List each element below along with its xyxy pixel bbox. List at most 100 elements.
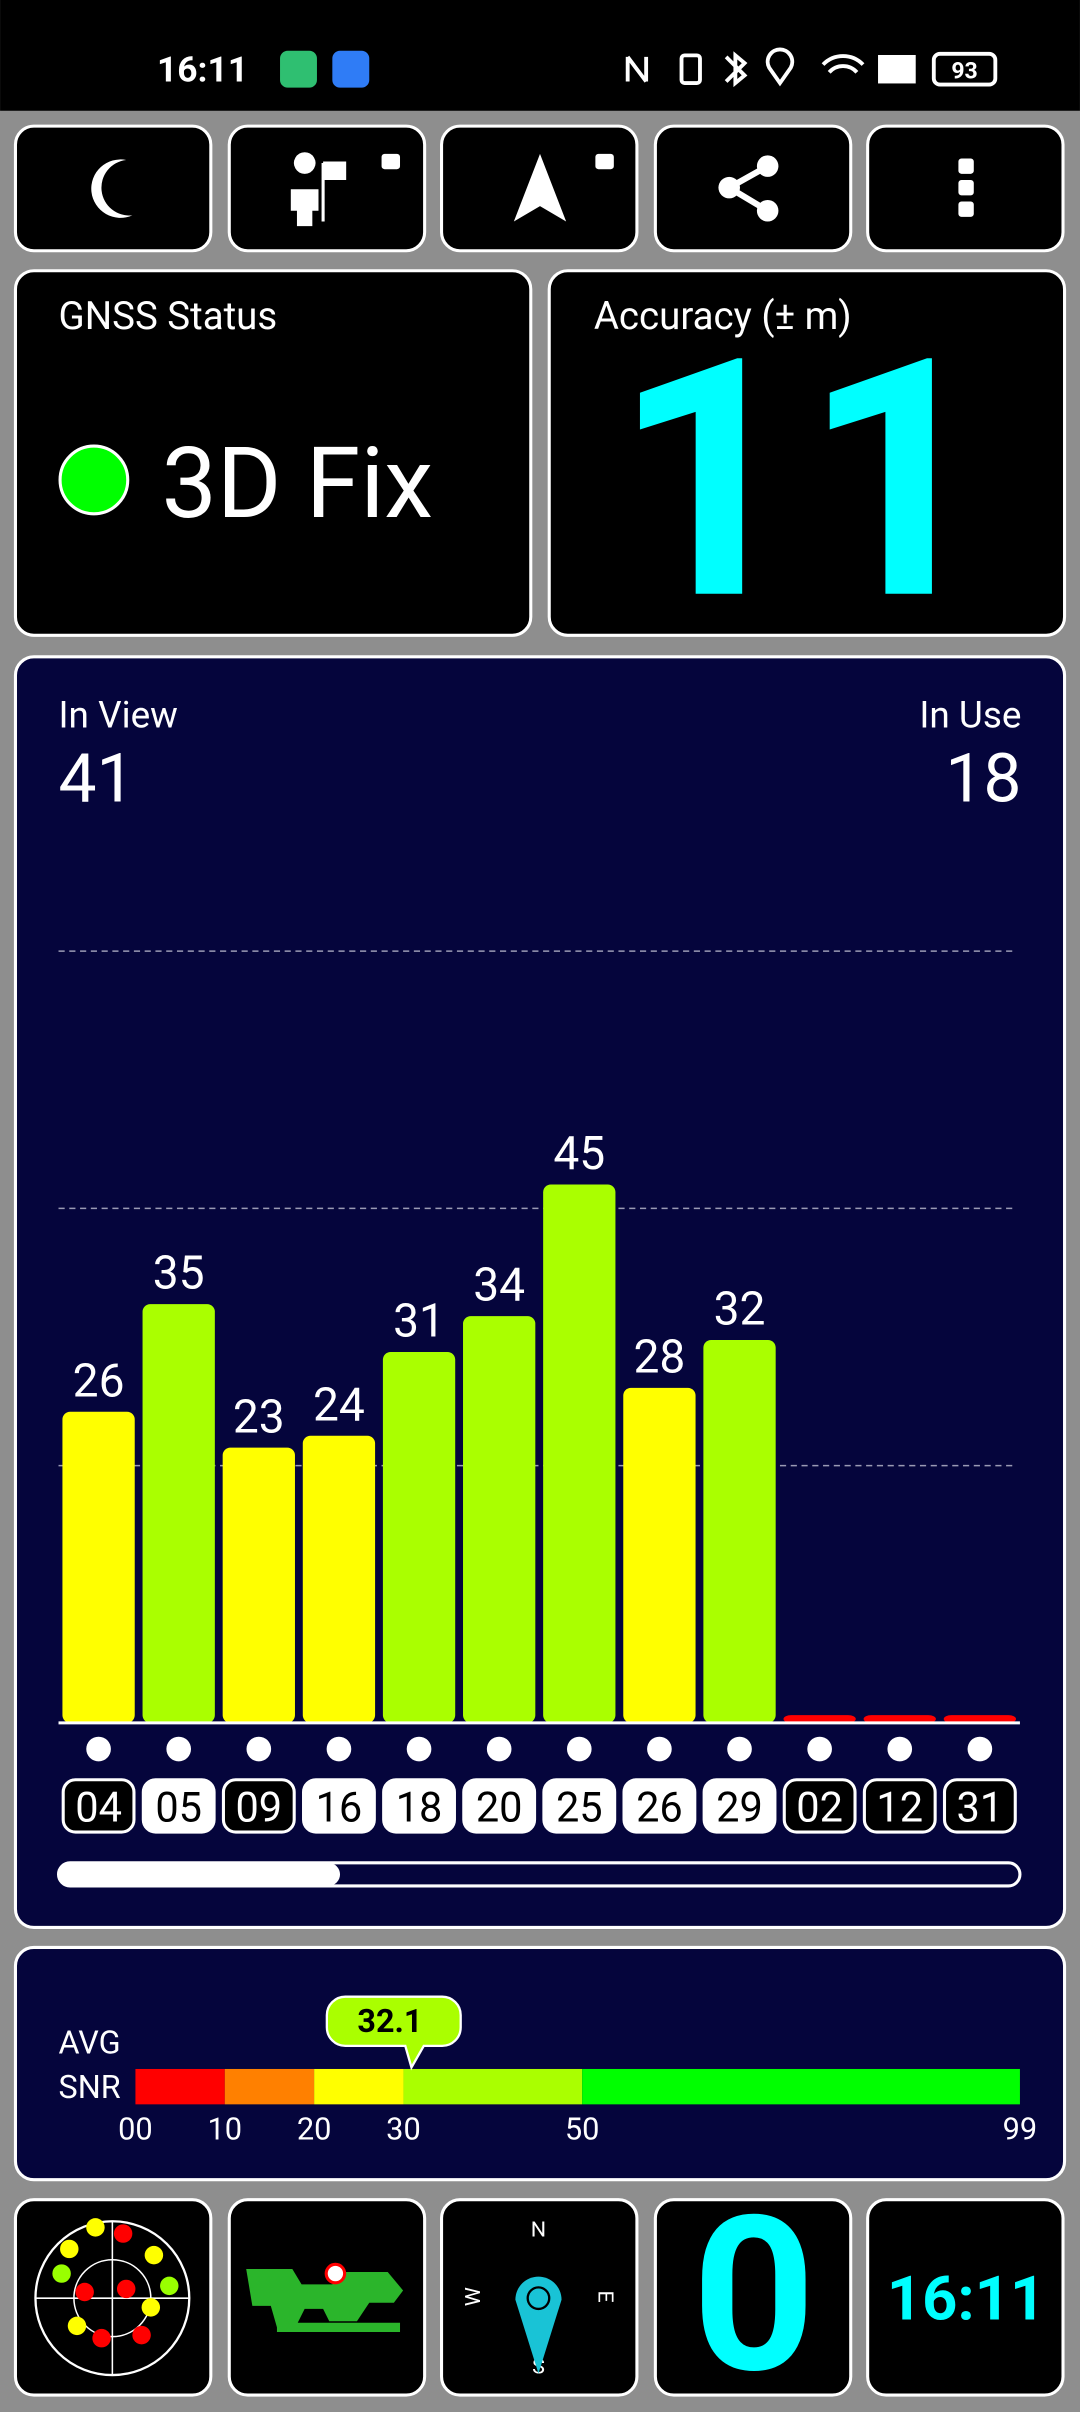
toolbar-button[interactable] xyxy=(227,124,427,253)
satellite-id xyxy=(221,1778,296,1834)
satellite-id-used xyxy=(462,1778,537,1834)
satellite-dot xyxy=(566,1736,592,1762)
snr-bar xyxy=(62,1411,135,1723)
satellite-id-used xyxy=(382,1778,456,1834)
satellite-id-label: 18 xyxy=(396,1783,443,1832)
sky-plot-satellite xyxy=(160,2276,179,2296)
satellite-id-used xyxy=(141,1778,216,1834)
satellite-id xyxy=(862,1778,937,1834)
location-pin xyxy=(324,2262,347,2285)
satellite-dot xyxy=(887,1736,913,1762)
snr-value-label: 45 xyxy=(553,1127,605,1181)
snr-bar xyxy=(703,1340,776,1723)
sky-plot-satellite xyxy=(113,2224,133,2243)
in-use-value: 18 xyxy=(945,738,1021,818)
sky-plot-satellite xyxy=(75,2282,94,2302)
satellite-id-label: 05 xyxy=(155,1783,202,1832)
menu-icon-dot xyxy=(958,201,974,217)
snr-label: SNR xyxy=(59,2068,121,2106)
snr-band xyxy=(224,2068,315,2105)
snr-value-label: 31 xyxy=(393,1295,445,1349)
satellite-id-used xyxy=(542,1778,617,1834)
satellite-id-label: 16 xyxy=(316,1783,363,1832)
snr-band xyxy=(314,2068,404,2105)
avg-snr-panel xyxy=(13,1945,1067,2182)
menu-icon-dot xyxy=(958,179,974,196)
satellite-id-label: 29 xyxy=(716,1783,763,1832)
share-icon-dot xyxy=(756,155,779,177)
navigate-icon xyxy=(513,153,567,222)
status-icons xyxy=(625,47,998,88)
satellite-id-label: 12 xyxy=(876,1783,923,1832)
snr-bar xyxy=(382,1351,456,1723)
in-view-label: In View xyxy=(59,695,178,738)
satellite-id-used xyxy=(622,1778,697,1834)
accuracy-tile xyxy=(547,269,1067,637)
satellite-id-used xyxy=(302,1778,376,1834)
sky-plot-satellite xyxy=(116,2279,136,2299)
world-map xyxy=(246,2268,404,2333)
battery-level: 93 xyxy=(951,57,977,84)
compass-label: N xyxy=(531,2218,546,2243)
lock-icon xyxy=(381,153,401,170)
gnss-status-value: 3D Fix xyxy=(162,427,434,542)
satellite-dot xyxy=(807,1736,832,1762)
sky-plot-satellite xyxy=(144,2245,164,2265)
satellite-dot xyxy=(406,1736,432,1762)
sky-plot-satellite xyxy=(86,2218,105,2237)
satellite-dot xyxy=(486,1736,512,1762)
share-icon-dot xyxy=(718,176,740,199)
satellite-id-label: 02 xyxy=(796,1783,843,1832)
satellite-dot xyxy=(967,1736,993,1762)
lock-icon xyxy=(595,153,614,170)
sky-plot-satellite xyxy=(60,2239,79,2259)
satellite-id xyxy=(782,1778,857,1834)
satellite-id xyxy=(942,1778,1017,1834)
sky-plot-satellite xyxy=(92,2328,111,2348)
sky-plot-satellite xyxy=(132,2325,151,2345)
battery-saver-icon xyxy=(280,50,317,88)
toolbar-button[interactable] xyxy=(13,124,213,253)
snr-bar xyxy=(463,1316,536,1723)
satellite-id-label: 26 xyxy=(636,1783,683,1832)
satellite-dot xyxy=(727,1736,752,1762)
snr-value-label: 32 xyxy=(714,1283,766,1337)
gnss-status-label: GNSS Status xyxy=(59,294,278,339)
share-icon-dot xyxy=(756,199,779,222)
snr-value-label: 26 xyxy=(73,1354,125,1408)
toolbar-button[interactable] xyxy=(653,124,853,253)
clock-value: 16:11 xyxy=(887,2264,1046,2336)
snr-scale-label: 30 xyxy=(386,2111,421,2148)
snr-scale-label: 50 xyxy=(565,2111,600,2148)
menu-icon-dot xyxy=(958,158,974,174)
satellite-dot xyxy=(326,1736,352,1762)
snr-bar xyxy=(863,1715,936,1723)
satellite-dot xyxy=(166,1736,192,1762)
in-view-value: 41 xyxy=(59,738,135,818)
accuracy-label: Accuracy (± m) xyxy=(594,294,852,339)
bottom-tile[interactable] xyxy=(866,2198,1065,2397)
snr-scale-label: 00 xyxy=(118,2111,153,2148)
waypoint-icon xyxy=(290,152,347,227)
snr-value-label: 23 xyxy=(233,1390,285,1444)
satellite-id xyxy=(61,1778,136,1834)
snr-value-label: 34 xyxy=(473,1259,525,1313)
satellite-id-label: 09 xyxy=(235,1783,282,1832)
compass-center xyxy=(526,2286,551,2311)
compass-label: E xyxy=(592,2291,617,2303)
bottom-tile[interactable] xyxy=(653,2198,853,2397)
gnss-status-tile xyxy=(13,269,533,637)
snr-bar xyxy=(943,1715,1017,1723)
satellite-id-label: 04 xyxy=(75,1783,122,1832)
fix-indicator xyxy=(58,444,130,516)
satellite-id-label: 25 xyxy=(556,1783,603,1832)
satellite-id-label: 20 xyxy=(476,1783,523,1832)
night-mode-icon xyxy=(91,159,133,218)
accuracy-value: 11 xyxy=(613,287,993,675)
sky-plot-satellite xyxy=(67,2316,87,2336)
snr-value-label: 35 xyxy=(153,1247,205,1301)
snr-value-label: 24 xyxy=(313,1378,365,1432)
in-use-label: In Use xyxy=(919,695,1021,738)
